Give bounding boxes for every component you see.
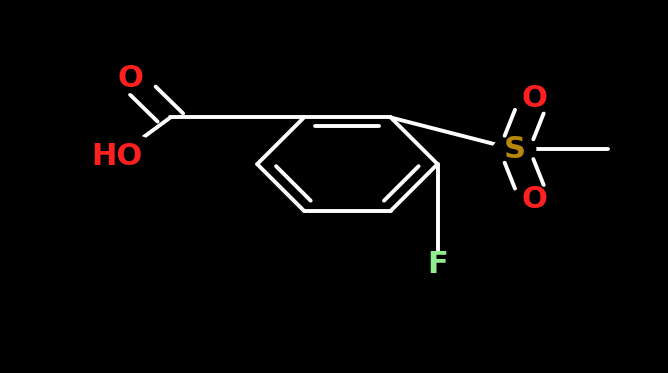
Text: F: F <box>427 250 448 279</box>
Circle shape <box>511 186 558 213</box>
Circle shape <box>493 137 536 161</box>
Circle shape <box>73 132 160 181</box>
Circle shape <box>105 64 156 93</box>
Text: HO: HO <box>92 142 142 171</box>
Circle shape <box>511 86 558 112</box>
Text: S: S <box>504 135 525 164</box>
Text: O: O <box>118 64 143 93</box>
Circle shape <box>418 254 458 276</box>
Text: O: O <box>522 84 547 113</box>
Text: O: O <box>522 185 547 214</box>
